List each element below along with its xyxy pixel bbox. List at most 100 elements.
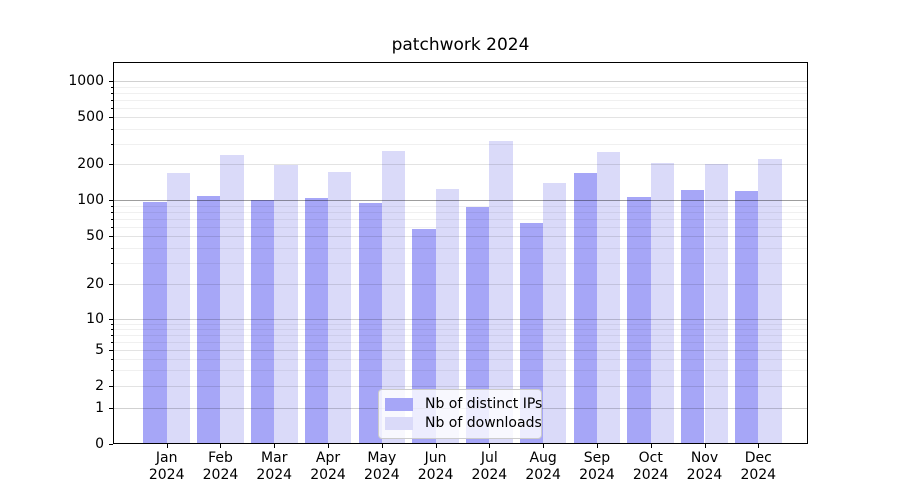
y-minortick-300 <box>111 143 113 145</box>
x-tick-label-sep-2024: Sep 2024 <box>579 450 615 483</box>
x-tick-may-2024 <box>381 444 383 448</box>
legend-swatch-distinct-ips-icon <box>385 398 413 411</box>
y-tick-1000 <box>109 81 113 82</box>
y-tick-label-1000: 1000 <box>68 73 104 89</box>
x-tick-jul-2024 <box>489 444 491 448</box>
gridline-minor-8 <box>113 328 808 330</box>
x-tick-sep-2024 <box>596 444 598 448</box>
x-tick-label-mar-2024: Mar 2024 <box>256 450 293 483</box>
x-tick-mar-2024 <box>274 444 276 448</box>
gridline-200 <box>113 164 808 166</box>
y-minortick-900 <box>111 86 113 88</box>
gridline-minor-700 <box>113 99 808 101</box>
y-tick-5 <box>109 350 113 351</box>
gridline-minor-60 <box>113 226 808 228</box>
y-minortick-3 <box>111 370 113 372</box>
bar-nb-of-downloads-aug-2024 <box>543 182 567 444</box>
bar-nb-of-distinct-ips-jul-2024 <box>466 207 490 444</box>
legend: Nb of distinct IPs Nb of downloads <box>378 389 542 439</box>
x-tick-label-nov-2024: Nov 2024 <box>686 450 723 483</box>
bar-nb-of-distinct-ips-apr-2024 <box>304 198 329 444</box>
x-tick-label-apr-2024: Apr 2024 <box>310 450 346 483</box>
y-tick-label-500: 500 <box>77 109 104 126</box>
bar-nb-of-downloads-apr-2024 <box>328 172 352 444</box>
bar-nb-of-distinct-ips-aug-2024 <box>519 223 544 444</box>
y-minortick-90 <box>111 205 113 207</box>
bar-nb-of-distinct-ips-dec-2024 <box>734 191 759 444</box>
bar-nb-of-distinct-ips-feb-2024 <box>197 196 221 444</box>
y-tick-20 <box>109 284 113 285</box>
gridline-minor-4 <box>113 358 808 360</box>
y-minortick-40 <box>111 247 113 249</box>
chart-title: patchwork 2024 <box>391 35 530 55</box>
gridline-minor-90 <box>113 205 808 207</box>
y-minortick-4 <box>111 358 113 360</box>
y-tick-label-10: 10 <box>86 311 104 327</box>
legend-label-downloads: Nb of downloads <box>425 415 542 431</box>
x-tick-label-jun-2024: Jun 2024 <box>417 450 454 483</box>
bar-nb-of-downloads-may-2024 <box>381 151 406 444</box>
gridline-minor-80 <box>113 211 808 213</box>
y-tick-100 <box>109 200 113 202</box>
bar-nb-of-downloads-mar-2024 <box>274 164 298 444</box>
y-minortick-6 <box>111 341 113 343</box>
y-minortick-60 <box>111 226 113 228</box>
bar-nb-of-distinct-ips-oct-2024 <box>627 196 651 444</box>
x-tick-label-aug-2024: Aug 2024 <box>525 450 561 483</box>
y-tick-200 <box>109 164 113 166</box>
gridline-500 <box>113 117 808 119</box>
y-tick-1 <box>109 407 113 409</box>
bar-nb-of-downloads-jul-2024 <box>489 140 513 444</box>
bar-nb-of-downloads-nov-2024 <box>704 164 728 444</box>
y-tick-500 <box>109 117 113 119</box>
y-tick-2 <box>109 386 113 387</box>
bar-nb-of-downloads-dec-2024 <box>758 159 782 444</box>
bar-nb-of-downloads-jan-2024 <box>166 172 190 444</box>
x-tick-oct-2024 <box>650 444 652 448</box>
y-minortick-9 <box>111 323 113 325</box>
x-tick-label-jan-2024: Jan 2024 <box>148 450 185 483</box>
y-minortick-800 <box>111 92 113 94</box>
bar-nb-of-downloads-jun-2024 <box>435 189 459 444</box>
bar-nb-of-distinct-ips-jan-2024 <box>143 201 167 444</box>
y-tick-label-20: 20 <box>86 276 104 292</box>
y-tick-label-100: 100 <box>77 192 104 209</box>
gridline-2 <box>113 386 808 387</box>
gridline-minor-40 <box>113 247 808 249</box>
y-minortick-8 <box>111 328 113 330</box>
bar-nb-of-downloads-sep-2024 <box>596 152 621 444</box>
y-tick-label-5: 5 <box>95 342 104 358</box>
x-tick-jun-2024 <box>435 444 437 448</box>
bar-nb-of-distinct-ips-nov-2024 <box>681 190 705 444</box>
legend-item-distinct-ips: Nb of distinct IPs <box>385 396 542 413</box>
bar-nb-of-distinct-ips-mar-2024 <box>250 200 275 444</box>
gridline-minor-30 <box>113 262 808 264</box>
y-minortick-600 <box>111 107 113 109</box>
bar-nb-of-distinct-ips-may-2024 <box>358 202 382 444</box>
gridline-minor-9 <box>113 323 808 325</box>
x-tick-aug-2024 <box>543 444 545 448</box>
x-tick-nov-2024 <box>704 444 706 448</box>
gridline-100 <box>113 200 808 202</box>
x-tick-jan-2024 <box>166 444 168 448</box>
y-minortick-700 <box>111 99 113 101</box>
x-tick-label-oct-2024: Oct 2024 <box>632 450 669 483</box>
gridline-10 <box>113 319 808 320</box>
gridline-minor-300 <box>113 143 808 145</box>
gridline-minor-70 <box>113 218 808 220</box>
y-tick-label-0: 0 <box>95 436 104 452</box>
gridline-minor-400 <box>113 128 808 130</box>
gridline-minor-6 <box>113 341 808 343</box>
bar-nb-of-downloads-feb-2024 <box>220 154 244 444</box>
bar-nb-of-distinct-ips-sep-2024 <box>573 172 597 444</box>
y-minortick-30 <box>111 262 113 264</box>
x-tick-apr-2024 <box>328 444 330 448</box>
y-tick-0 <box>109 444 113 445</box>
y-minortick-80 <box>111 211 113 213</box>
y-minortick-400 <box>111 128 113 130</box>
x-tick-dec-2024 <box>758 444 760 448</box>
x-tick-feb-2024 <box>220 444 222 448</box>
gridline-50 <box>113 236 808 237</box>
bar-nb-of-downloads-oct-2024 <box>650 162 675 444</box>
